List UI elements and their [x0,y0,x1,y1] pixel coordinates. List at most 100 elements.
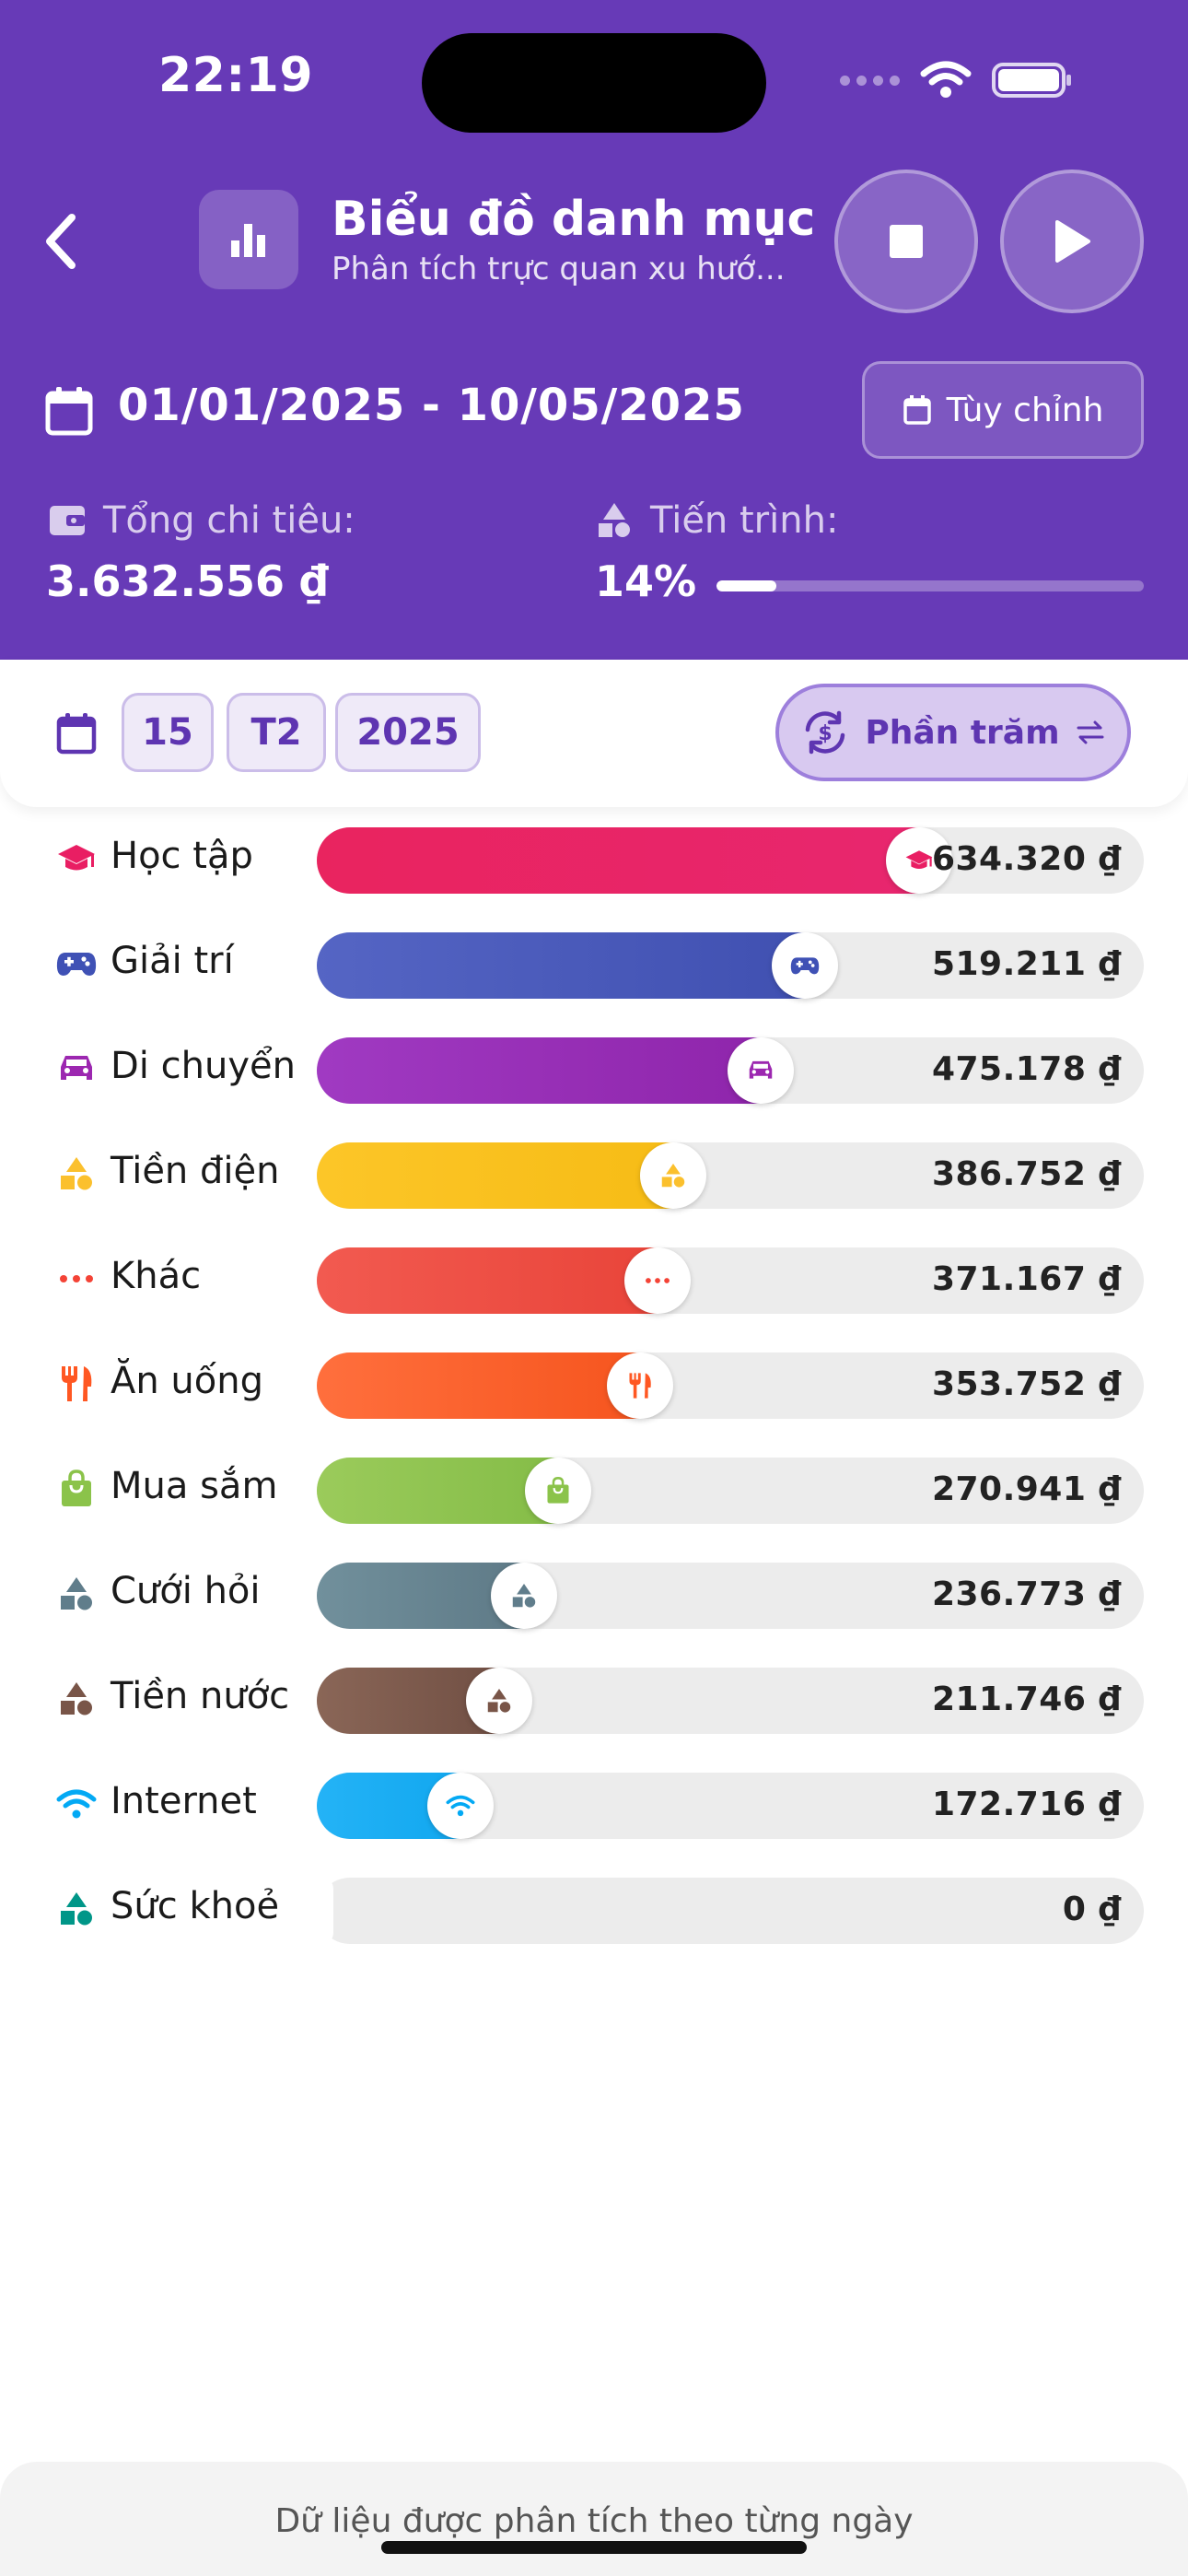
category-amount: 353.752 ₫ [931,1365,1122,1403]
total-label-text: Tổng chi tiêu: [103,499,355,542]
category-row[interactable]: Internet 172.716 ₫ [0,1769,1188,1839]
category-row[interactable]: Di chuyển 475.178 ₫ [0,1034,1188,1104]
category-name: Khác [111,1255,202,1297]
shopping-bag-icon [53,1469,99,1507]
category-bar: 270.941 ₫ [317,1458,1144,1524]
category-row[interactable]: Ăn uống 353.752 ₫ [0,1349,1188,1419]
calendar-icon [56,713,97,755]
category-amount: 172.716 ₫ [931,1786,1122,1823]
category-bar-knob [772,932,838,999]
progress-label-text: Tiến trình: [650,499,839,542]
svg-text:$: $ [819,722,833,745]
category-name: Học tập [111,835,253,877]
category-bar: 211.746 ₫ [317,1668,1144,1734]
graduation-cap-icon [53,840,99,877]
play-icon [1055,220,1090,263]
play-button[interactable] [1000,170,1144,313]
category-row[interactable]: Mua sắm 270.941 ₫ [0,1454,1188,1524]
category-row[interactable]: Tiền điện 386.752 ₫ [0,1139,1188,1209]
page-subtitle: Phân tích trực quan xu hướ... [332,251,783,287]
category-bar: 371.167 ₫ [317,1247,1144,1314]
category-bar-fill [317,827,947,894]
shapes-icon [53,1891,99,1927]
custom-range-button[interactable]: Tùy chỉnh [862,361,1144,459]
category-name: Di chuyển [111,1045,296,1087]
category-amount: 519.211 ₫ [931,945,1122,983]
car-icon [747,1059,775,1083]
shapes-icon [511,1583,538,1610]
category-bar-knob [640,1142,706,1209]
calendar-icon [903,395,931,425]
status-time: 22:19 [158,48,314,103]
swap-arrows-icon [1077,720,1104,744]
category-amount: 371.167 ₫ [931,1260,1122,1298]
category-bar-fill [317,1142,701,1209]
category-amount: 386.752 ₫ [931,1155,1122,1193]
category-name: Internet [111,1780,257,1822]
header: 22:19 Biểu đồ danh mục Phân tích trực qu… [0,0,1188,663]
shapes-icon [53,1680,99,1717]
month-chip[interactable]: T2 [227,693,326,772]
category-row[interactable]: Học tập 634.320 ₫ [0,824,1188,894]
bar-chart-icon [231,224,265,257]
percent-toggle-label: Phần trăm [865,713,1060,752]
category-row[interactable]: Tiền nước 211.746 ₫ [0,1664,1188,1734]
wifi-icon [446,1795,475,1817]
fork-knife-icon [53,1365,99,1402]
category-bar-fill [317,1247,685,1314]
car-icon [53,1050,99,1087]
total-spending-label: Tổng chi tiêu: [48,499,355,542]
wallet-icon [50,506,85,535]
category-row[interactable]: Cưới hỏi 236.773 ₫ [0,1559,1188,1629]
chart-badge [199,190,298,289]
category-name: Sức khoẻ [111,1885,280,1927]
category-row[interactable]: Sức khoẻ 0 ₫ [0,1874,1188,1944]
day-chip[interactable]: 15 [122,693,214,772]
category-amount: 634.320 ₫ [931,840,1122,878]
category-name: Cưới hỏi [111,1570,261,1612]
category-bar: 475.178 ₫ [317,1037,1144,1104]
category-bar-knob [491,1563,557,1629]
category-bar: 236.773 ₫ [317,1563,1144,1629]
total-spending-value: 3.632.556 ₫ [46,556,330,606]
category-row[interactable]: Giải trí 519.211 ₫ [0,929,1188,999]
shapes-icon [486,1688,513,1715]
category-bar-knob [466,1668,532,1734]
category-bar-fill [317,932,833,999]
category-amount: 211.746 ₫ [931,1680,1122,1718]
footer-note: Dữ liệu được phân tích theo từng ngày [274,2502,914,2540]
category-name: Ăn uống [111,1360,263,1402]
category-bar-fill [317,1037,788,1104]
stop-icon [890,225,923,258]
currency-exchange-icon: $ [806,710,845,755]
category-bar-knob [525,1458,591,1524]
stop-button[interactable] [834,170,978,313]
category-bar-knob [427,1773,494,1839]
category-row[interactable]: Khác 371.167 ₫ [0,1244,1188,1314]
category-bar: 353.752 ₫ [317,1352,1144,1419]
home-indicator [381,2541,807,2554]
percent-toggle-button[interactable]: $ Phần trăm [775,684,1131,781]
category-bar: 0 ₫ [311,1878,1144,1944]
category-bar-knob [624,1247,691,1314]
category-amount: 0 ₫ [1062,1891,1122,1928]
wifi-icon [53,1786,99,1822]
shapes-icon [53,1155,99,1192]
more-dots-icon [53,1260,99,1297]
category-bar: 172.716 ₫ [317,1773,1144,1839]
progress-value: 14% [595,556,697,606]
custom-range-label: Tùy chỉnh [946,391,1104,429]
shapes-icon [53,1575,99,1612]
category-name: Tiền nước [111,1675,290,1717]
category-bar-knob [311,1878,333,1944]
back-button[interactable] [33,205,88,278]
filter-card: 15 T2 2025 $ Phần trăm [0,660,1188,807]
year-chip[interactable]: 2025 [335,693,481,772]
category-amount: 236.773 ₫ [931,1575,1122,1613]
gamepad-icon [790,955,820,976]
shapes-icon [660,1163,687,1189]
category-bar: 386.752 ₫ [317,1142,1144,1209]
category-bar: 634.320 ₫ [317,827,1144,894]
category-name: Mua sắm [111,1465,278,1507]
progress-label: Tiến trình: [595,499,838,542]
